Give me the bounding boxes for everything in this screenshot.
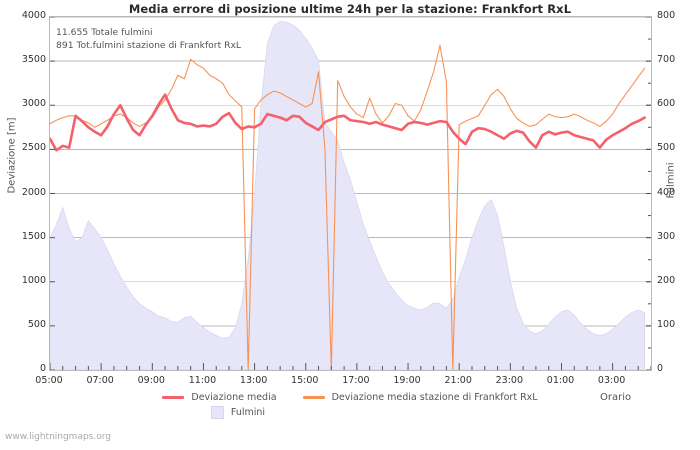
annotation-line-1: 11.655 Totale fulmini [56,27,153,38]
x-tick-1300: 13:00 [239,375,268,386]
deviazione-line-series [50,44,646,370]
y-right-tick-200: 200 [657,274,676,286]
y-right-tick-700: 700 [657,54,676,66]
summary-annotation: 11.655 Totale fulmini 891 Tot.fulmini st… [56,26,241,52]
legend-label-deviazione-stazione: Deviazione media stazione di Frankfort R… [331,392,538,403]
y-right-tick-300: 300 [657,230,676,242]
y-left-tick-3000: 3000 [21,98,46,110]
y-right-tick-500: 500 [657,142,676,154]
x-tick-1500: 15:00 [291,375,319,386]
chart-title: Media errore di posizione ultime 24h per… [128,2,572,16]
x-tick-1900: 19:00 [393,375,421,386]
y-axis-left-label: Deviazione [m] [6,117,18,194]
y-right-tick-800: 800 [657,10,676,21]
legend-item-fulmini[interactable]: Fulmini [210,406,266,419]
y-right-tick-0: 0 [657,363,664,374]
y-left-tick-2000: 2000 [21,186,46,198]
legend-item-deviazione-stazione[interactable]: Deviazione media stazione di Frankfort R… [302,392,538,403]
y-right-tick-400: 400 [657,186,676,198]
x-tick-0700: 07:00 [86,375,114,386]
y-left-tick-0: 0 [39,363,46,374]
y-left-tick-4000: 4000 [21,10,46,21]
footer-credit: www.lightningmaps.org [5,432,111,442]
x-tick-1700: 17:00 [342,375,370,386]
fulmini-area-series [50,20,646,370]
x-tick-0900: 09:00 [137,375,165,386]
y-right-tick-100: 100 [657,318,676,330]
legend-item-deviazione-media[interactable]: Deviazione media [162,392,277,403]
y-left-tick-500: 500 [27,318,46,330]
x-tick-0500: 05:00 [35,375,63,386]
x-tick-2100: 21:00 [444,375,472,386]
y-right-tick-600: 600 [657,98,676,110]
legend-label-deviazione-media: Deviazione media [191,392,277,403]
x-tick-1100: 11:00 [188,375,217,386]
y-left-tick-2500: 2500 [21,142,46,154]
x-axis-label: Orario [600,392,632,403]
tick-marks [50,17,651,370]
annotation-line-2: 891 Tot.fulmini stazione di Frankfort Rx… [56,40,242,51]
legend-row-area: Fulmini [0,405,700,420]
chart-legend: Deviazione media Deviazione media stazio… [0,390,700,420]
x-tick-0100: 01:00 [546,375,575,386]
legend-swatch-fulmini [210,406,224,419]
x-tick-2300: 23:00 [495,375,524,386]
legend-row-lines: Deviazione media Deviazione media stazio… [0,390,700,405]
legend-swatch-deviazione-media [162,396,185,399]
y-left-tick-3500: 3500 [21,54,46,66]
legend-label-fulmini: Fulmini [230,407,266,418]
plot-svg [50,17,651,370]
y-left-tick-1000: 1000 [21,274,46,286]
plot-area [49,16,652,371]
y-axis-right-label: Fulmini [665,162,677,199]
legend-swatch-deviazione-stazione [302,396,325,399]
x-tick-0300: 03:00 [597,375,626,386]
y-left-tick-1500: 1500 [21,230,46,242]
